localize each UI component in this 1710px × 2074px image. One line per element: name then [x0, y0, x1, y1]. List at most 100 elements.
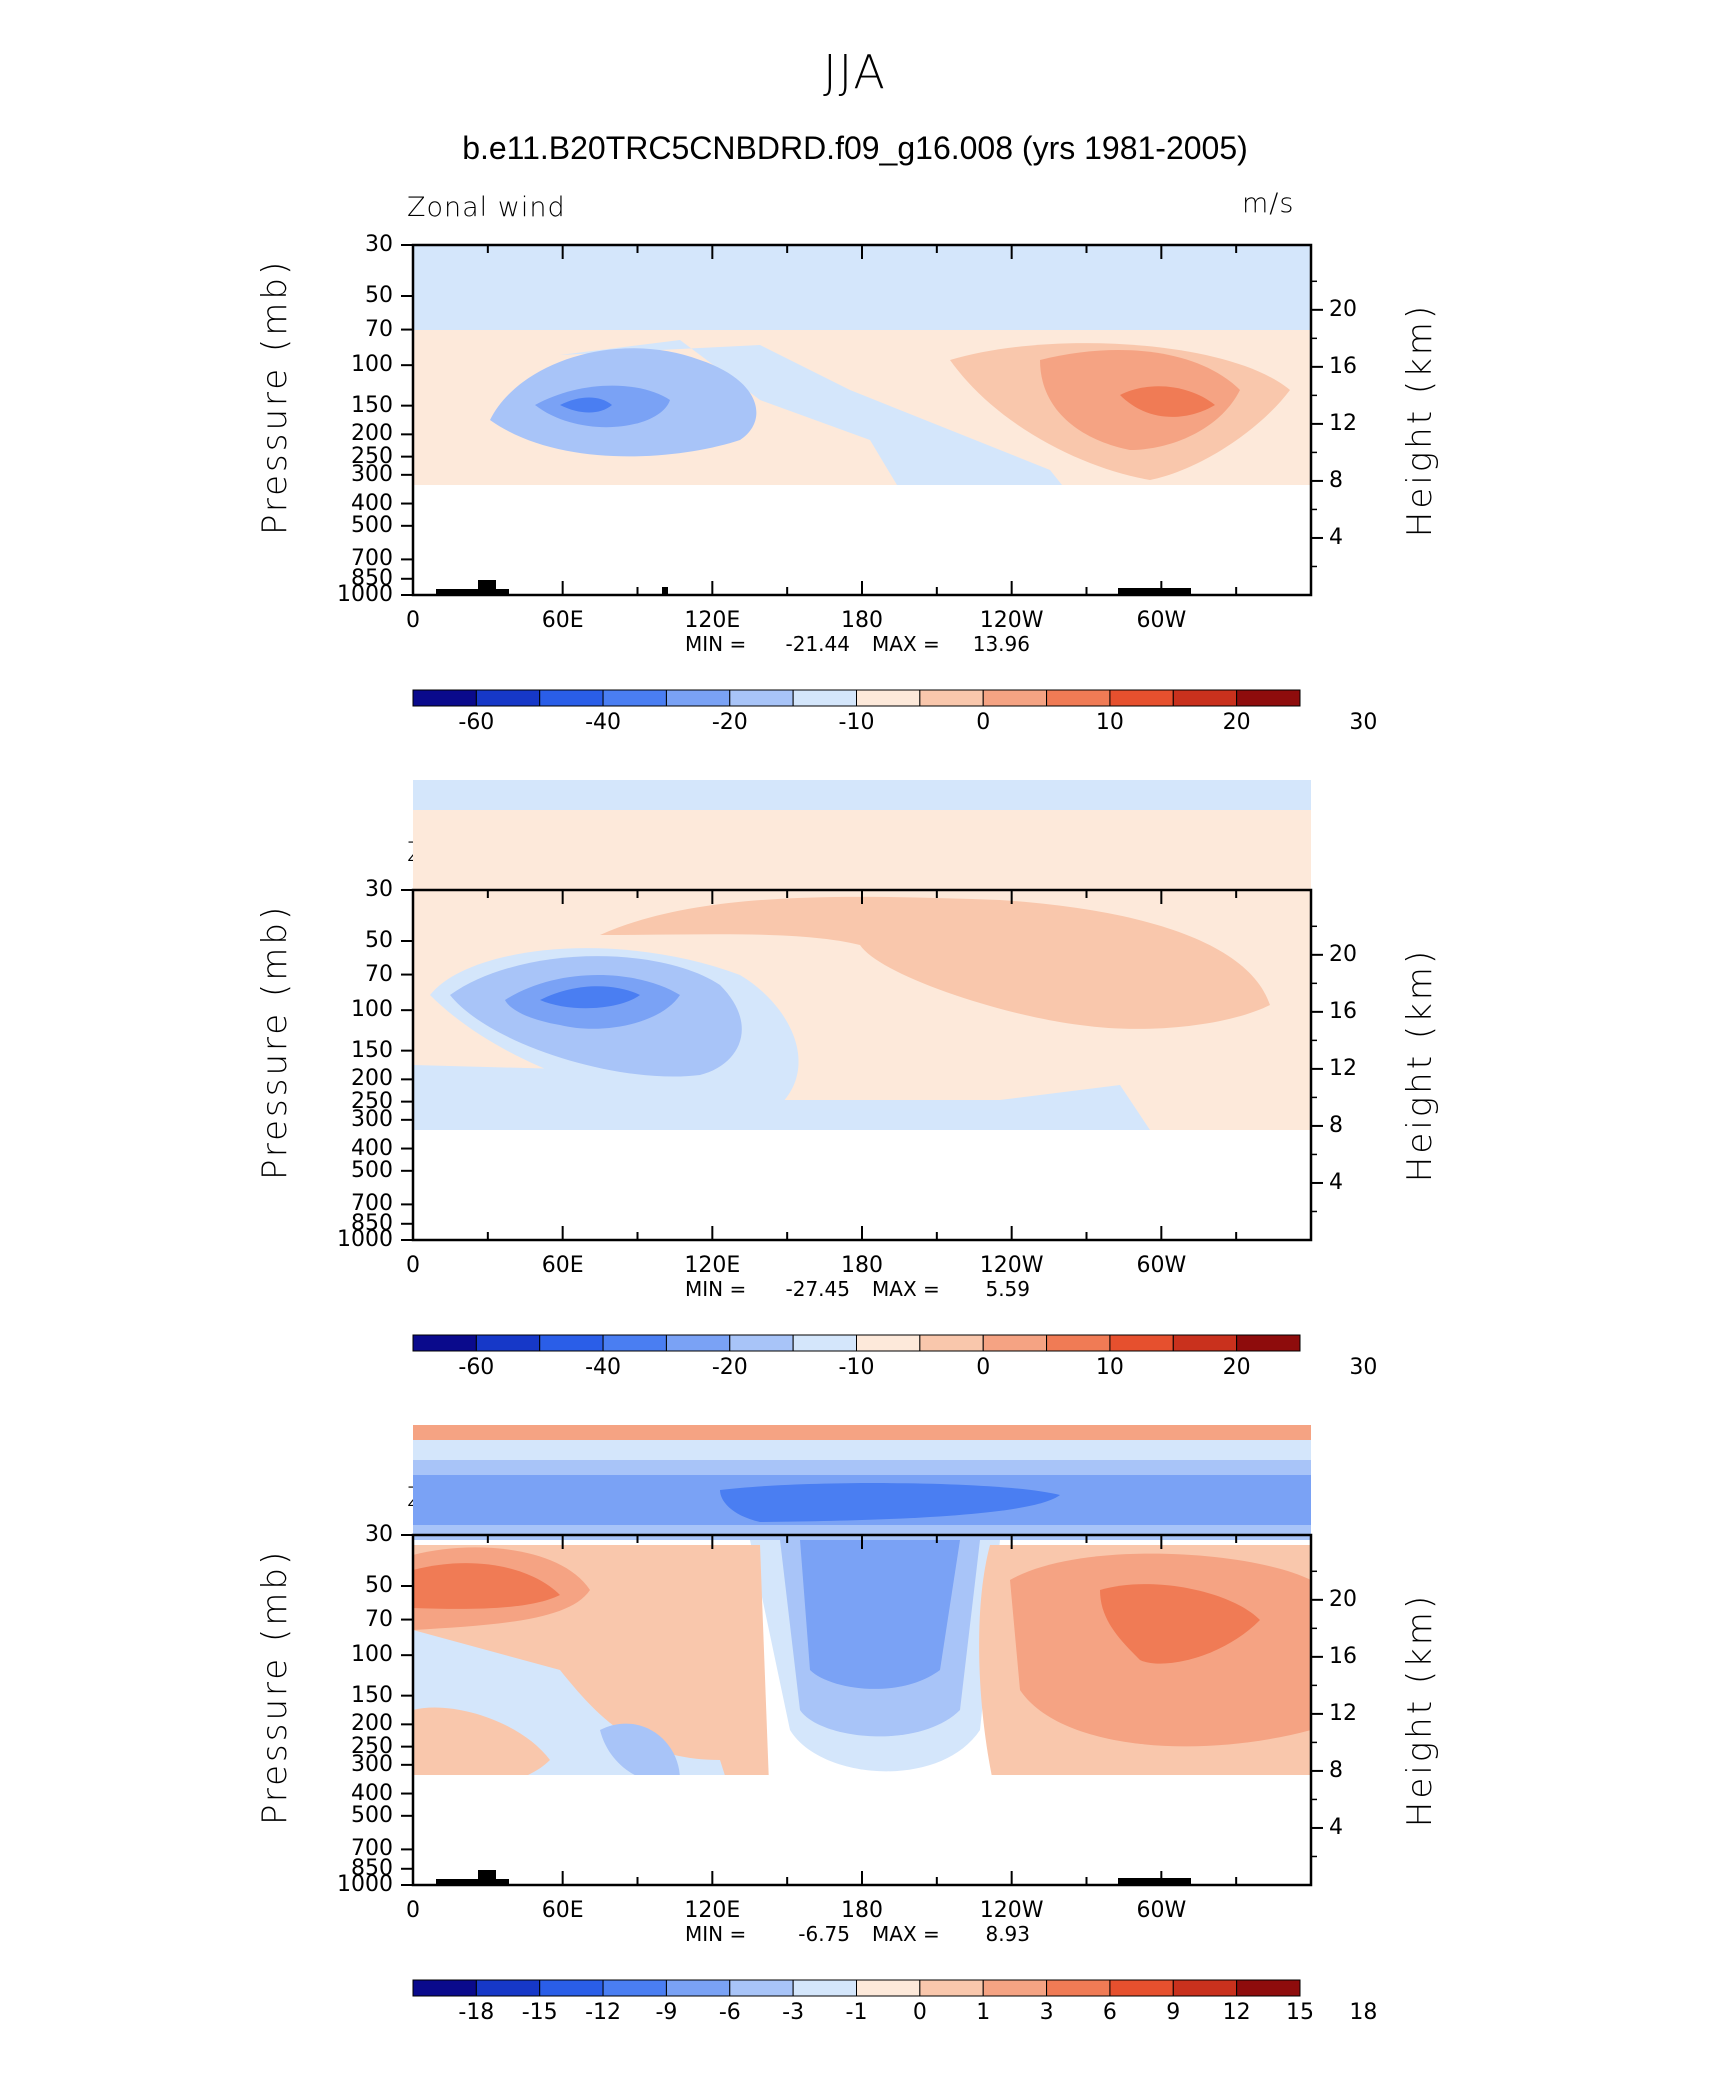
max-label: MAX =: [872, 1277, 940, 1301]
colorbar-label: -20: [711, 710, 748, 735]
colorbar-swatch: [1236, 689, 1301, 707]
x-tick-label: 180: [841, 1898, 883, 1923]
y-tick-label: 1000: [337, 582, 393, 607]
contour-region: [1159, 993, 1184, 1004]
contour-region: [540, 528, 564, 561]
colorbar-label: 10: [1095, 710, 1124, 735]
y-right-tick-label: 20: [1329, 1586, 1357, 1612]
contour-plot: [401, 780, 1323, 1352]
y-right-tick-label: 20: [1329, 296, 1357, 322]
colorbar-label: -60: [458, 1355, 495, 1380]
y-right-tick-label: 16: [1329, 1643, 1357, 1669]
y-right-tick-label: 8: [1329, 467, 1343, 493]
min-label: MIN =: [685, 1922, 747, 1946]
contour-region: [980, 1820, 1120, 1845]
chart-panel-1: b.e11.B20TRC5CNBDRD.f09_g16.008 (yrs 198…: [0, 110, 1710, 750]
colorbar-swatch: [1236, 1979, 1301, 1997]
colorbar-swatch: [919, 689, 984, 707]
colorbar-swatch: [729, 1979, 794, 1997]
y-tick-label: 250: [351, 1088, 393, 1114]
colorbar-swatch: [792, 1979, 858, 1997]
y-tick-label: 400: [351, 1135, 393, 1161]
contour-region: [560, 340, 1062, 485]
colorbar-swatch: [1109, 1979, 1174, 1997]
y-tick-label: 30: [365, 1522, 393, 1547]
colorbar-swatch: [602, 1979, 667, 1997]
contour-region: [413, 245, 1311, 330]
colorbar-swatch: [982, 1979, 1048, 1997]
colorbar-label: 6: [1102, 2000, 1117, 2025]
y-right-tick-label: 4: [1329, 1169, 1343, 1195]
contour-region: [1059, 492, 1086, 507]
y-right-tick-label: 20: [1329, 941, 1357, 967]
colorbar-label: -1: [845, 2000, 868, 2025]
terrain-block: [436, 589, 509, 595]
colorbar-label: -18: [458, 2000, 495, 2025]
x-tick-label: 120W: [979, 608, 1044, 633]
colorbar-swatch: [919, 1334, 984, 1352]
colorbar-swatch: [475, 689, 541, 707]
variable-label: Zonal wind: [407, 192, 566, 223]
y-tick-label: 300: [351, 1106, 393, 1132]
colorbar-swatch: [602, 1334, 667, 1352]
contour-region: [600, 1723, 680, 1775]
x-tick-label: 60W: [1136, 1253, 1187, 1278]
colorbar-label: -40: [585, 710, 622, 735]
y-tick-label: 30: [365, 232, 393, 257]
colorbar-label: 10: [1095, 1355, 1124, 1380]
colorbar-swatch: [665, 1334, 731, 1352]
contour-region: [599, 1179, 615, 1195]
x-tick-label: 60E: [541, 1898, 584, 1923]
y-tick-label: 50: [365, 927, 393, 953]
colorbar-swatch: [539, 1334, 604, 1352]
y-right-tick-label: 4: [1329, 1814, 1343, 1840]
colorbar-label: 3: [1039, 2000, 1054, 2025]
x-tick-label: 120E: [684, 1898, 741, 1923]
colorbar-swatch: [729, 1334, 794, 1352]
colorbar-label: -9: [655, 2000, 678, 2025]
colorbar-swatch: [1236, 1334, 1301, 1352]
colorbar-label: 30: [1349, 710, 1378, 735]
y-tick-label: 700: [351, 1191, 393, 1217]
y-right-tick-label: 12: [1329, 1055, 1357, 1081]
max-value: 8.93: [985, 1922, 1030, 1946]
colorbar-swatch: [729, 689, 794, 707]
colorbar-swatch: [1172, 1979, 1238, 1997]
y-tick-label: 850: [351, 565, 393, 591]
colorbar-label: 20: [1222, 710, 1251, 735]
x-tick-label: 60E: [541, 1253, 584, 1278]
colorbar-label: 0: [976, 710, 991, 735]
colorbar-label: -40: [585, 1355, 622, 1380]
colorbar-label: 18: [1349, 2000, 1378, 2025]
colorbar-label: -12: [585, 2000, 622, 2025]
chart-panel-3: b.e11.B20TRC5CNBDRD.f09_g16.008 - JRA25Z…: [0, 1400, 1710, 2040]
contour-region: [413, 384, 434, 425]
max-label: MAX =: [872, 632, 940, 656]
contour-region: [500, 1145, 705, 1240]
y-tick-label: 200: [351, 421, 393, 447]
y-tick-label: 30: [365, 877, 393, 902]
colorbar-label: -3: [782, 2000, 805, 2025]
units-label: m/s: [1242, 188, 1295, 219]
contour-region: [930, 1801, 1140, 1853]
colorbar-label: -15: [521, 2000, 558, 2025]
y-tick-label: 70: [365, 316, 393, 342]
colorbar-swatch: [982, 1334, 1048, 1352]
colorbar-swatch: [792, 1334, 858, 1352]
x-tick-label: 60E: [541, 608, 584, 633]
max-value: 13.96: [972, 632, 1030, 656]
colorbar-swatch: [856, 1979, 921, 1997]
colorbar-swatch: [982, 689, 1048, 707]
colorbar-swatch: [665, 1979, 731, 1997]
colorbar-label: 0: [912, 2000, 927, 2025]
y-tick-label: 50: [365, 282, 393, 308]
colorbar-label: 15: [1286, 2000, 1314, 2025]
colorbar-label: 1: [976, 2000, 991, 2025]
terrain-block: [436, 1879, 509, 1885]
colorbar-label: 9: [1166, 2000, 1181, 2025]
colorbar-swatch: [1046, 689, 1111, 707]
contour-region: [560, 397, 612, 413]
y-tick-label: 700: [351, 1836, 393, 1862]
colorbar-swatch: [1109, 689, 1174, 707]
